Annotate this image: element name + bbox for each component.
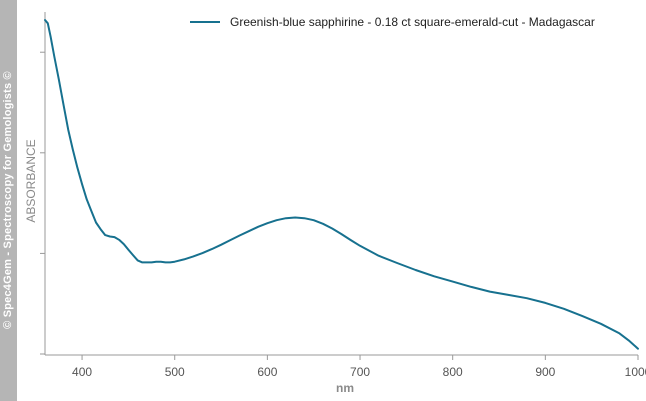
y-axis-title: ABSORBANCE [24, 139, 38, 222]
chart-axes [44, 12, 638, 356]
x-tick-label: 900 [535, 365, 555, 379]
x-tick-label: 1000 [625, 365, 646, 379]
legend-label: Greenish-blue sapphirine - 0.18 ct squar… [230, 15, 595, 29]
x-tick-label: 500 [165, 365, 185, 379]
x-tick-label: 800 [443, 365, 463, 379]
legend: Greenish-blue sapphirine - 0.18 ct squar… [190, 15, 595, 29]
x-axis-ticks: 400 500 600 700 800 900 1000 [72, 355, 646, 379]
series-layer [44, 19, 639, 350]
x-tick-label: 400 [72, 365, 92, 379]
x-axis-title: nm [336, 381, 354, 395]
x-tick-label: 700 [350, 365, 370, 379]
y-axis-ticks [40, 51, 45, 355]
watermark-band: © Spec4Gem - Spectroscopy for Gemologist… [0, 0, 17, 401]
series-line [44, 19, 639, 350]
x-tick-label: 600 [257, 365, 277, 379]
